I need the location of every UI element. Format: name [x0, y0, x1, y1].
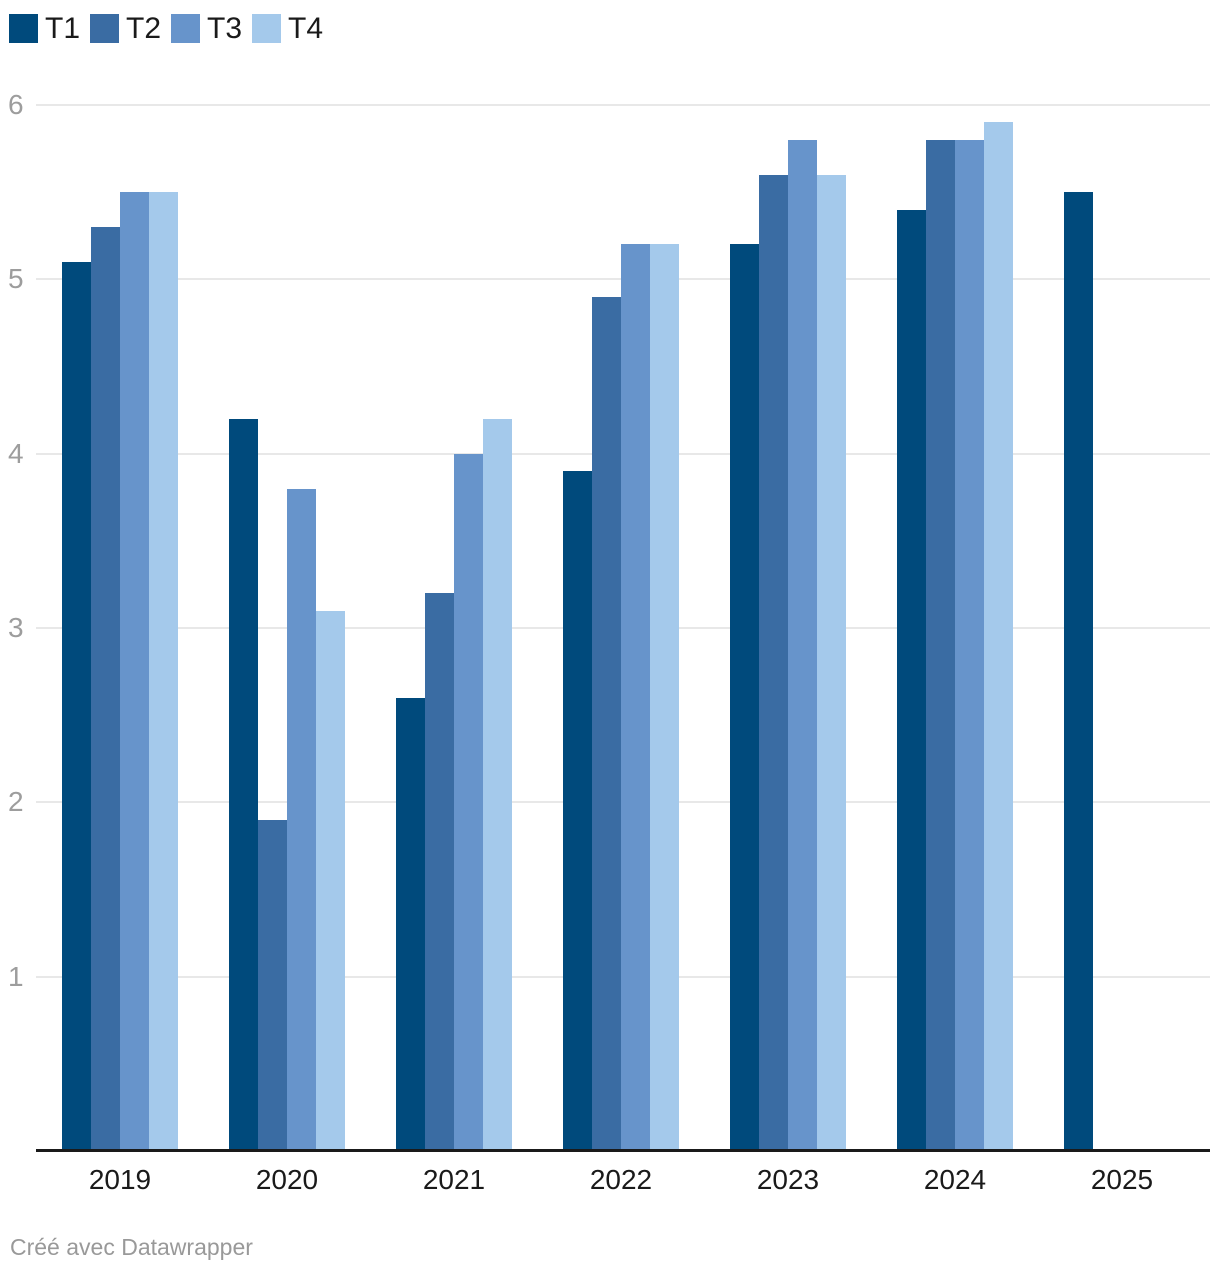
legend-label: T4	[288, 12, 324, 45]
y-tick-label-2: 2	[8, 786, 24, 818]
bar-2022-t4	[650, 244, 679, 1151]
legend: T1 T2 T3 T4	[9, 12, 324, 45]
legend-item-t3: T3	[171, 12, 243, 45]
x-axis-line	[36, 1149, 1210, 1152]
bar-2021-t1	[396, 697, 425, 1151]
bar-2020-t1	[229, 418, 258, 1151]
bar-2019-t3	[120, 192, 149, 1151]
bar-2020-t2	[258, 819, 287, 1151]
bar-2019-t4	[149, 192, 178, 1151]
x-axis-label-2025: 2025	[1090, 1164, 1154, 1195]
legend-swatch-icon	[90, 14, 120, 43]
y-tick-label-5: 5	[8, 263, 24, 295]
bar-2023-t1	[730, 244, 759, 1151]
bar-2022-t2	[592, 296, 621, 1151]
bar-2019-t2	[91, 227, 120, 1151]
bar-2020-t4	[316, 610, 345, 1151]
legend-label: T2	[126, 12, 162, 45]
bar-2023-t3	[788, 139, 817, 1151]
legend-swatch-icon	[252, 14, 282, 43]
legend-label: T1	[45, 12, 81, 45]
bar-2023-t2	[759, 174, 788, 1151]
bar-2025-t1	[1064, 192, 1093, 1151]
bar-2022-t3	[621, 244, 650, 1151]
legend-item-t1: T1	[9, 12, 81, 45]
plot-area	[36, 104, 1210, 1151]
gridline	[36, 104, 1210, 106]
bar-2023-t4	[817, 174, 846, 1151]
bar-2024-t2	[926, 139, 955, 1151]
bar-2019-t1	[62, 261, 91, 1151]
y-tick-label-4: 4	[8, 437, 24, 469]
y-tick-label-6: 6	[8, 89, 24, 120]
bar-2020-t3	[287, 488, 316, 1151]
legend-label: T3	[207, 12, 243, 45]
bar-2022-t1	[563, 471, 592, 1151]
bar-2021-t3	[454, 453, 483, 1151]
credit-text: Créé avec Datawrapper	[10, 1234, 253, 1260]
bar-2021-t4	[483, 418, 512, 1151]
legend-item-t2: T2	[90, 12, 162, 45]
bar-2024-t1	[897, 209, 926, 1151]
legend-item-t4: T4	[252, 12, 324, 45]
x-axis-label-2023: 2023	[756, 1164, 820, 1195]
y-tick-label-1: 1	[8, 960, 24, 992]
x-axis-label-2024: 2024	[923, 1164, 987, 1195]
legend-swatch-icon	[171, 14, 201, 43]
x-axis-label-2021: 2021	[422, 1164, 486, 1195]
x-axis-label-2022: 2022	[589, 1164, 653, 1195]
x-axis-label-2020: 2020	[255, 1164, 319, 1195]
legend-swatch-icon	[9, 14, 38, 43]
bar-2024-t4	[984, 122, 1013, 1151]
bar-2024-t3	[955, 139, 984, 1151]
y-tick-label-3: 3	[8, 612, 24, 643]
bar-2021-t2	[425, 593, 454, 1151]
x-axis-label-2019: 2019	[88, 1164, 152, 1195]
